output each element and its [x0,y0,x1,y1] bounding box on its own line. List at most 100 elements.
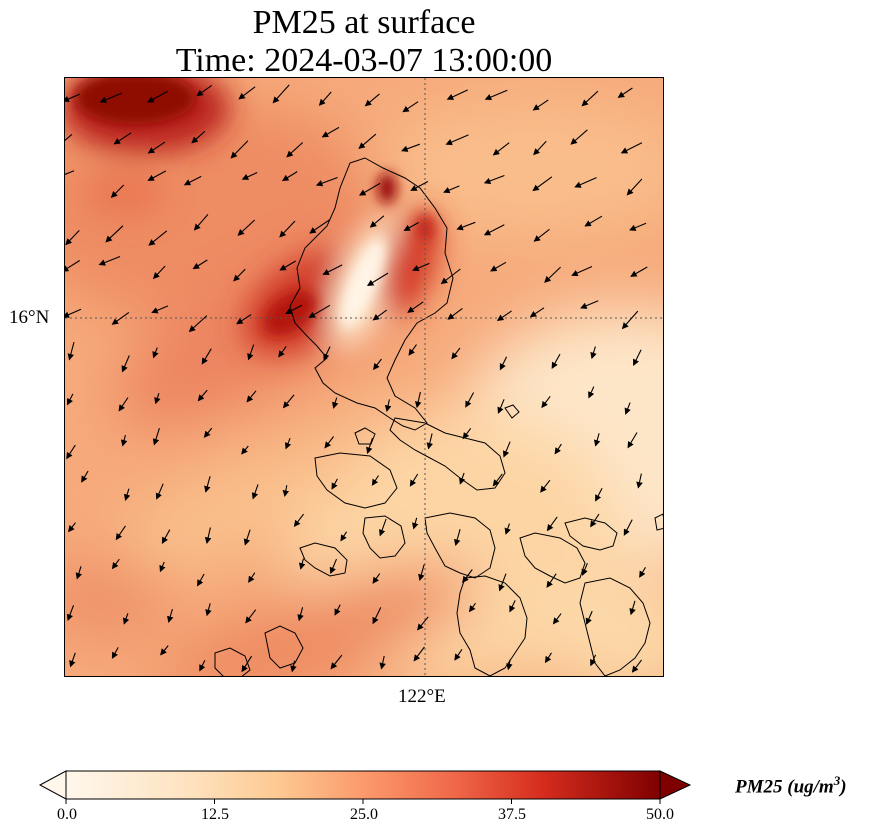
wind-vectors [65,84,648,673]
wind-arrow [546,516,558,532]
wind-arrow [340,531,348,542]
wind-arrow [155,483,164,500]
wind-arrow [440,268,461,285]
wind-arrow [624,402,631,415]
wind-arrow [111,558,120,570]
colorbar-tick-label: 25.0 [350,806,378,823]
wind-arrow [152,428,160,446]
wind-arrow [373,358,382,371]
wind-arrow [379,655,386,670]
wind-arrow [286,142,304,158]
wind-arrow [65,260,80,272]
wind-arrow [417,616,429,631]
colorbar-label: PM25 (ug/m3) [735,773,847,798]
wind-arrow [366,437,374,454]
wind-arrow [372,309,388,321]
wind-arrow [66,393,74,406]
wind-arrow [633,349,642,366]
wind-arrow [639,567,646,578]
wind-arrow [502,441,511,458]
wind-arrow [113,132,132,145]
wind-arrow [236,314,252,325]
wind-arrow [413,646,425,662]
wind-arrow [197,389,208,402]
colorbar-tick-label: 50.0 [646,806,674,823]
wind-arrow [462,569,473,583]
wind-arrow [298,558,306,570]
wind-arrow [617,87,633,98]
wind-arrow [248,572,256,583]
wind-arrow [334,604,341,616]
wind-arrow [332,397,339,409]
wind-arrow [159,561,166,573]
wind-arrow [410,181,429,191]
wind-arrow [278,346,287,358]
wind-arrow [462,427,472,440]
wind-arrow [279,260,296,271]
wind-arrow [595,487,603,502]
graticule [65,78,663,676]
wind-arrow [636,473,643,489]
wind-arrow [590,513,600,528]
wind-arrow [204,476,211,493]
pm25-field [65,78,663,676]
colorbar-label-suffix: ) [840,776,847,798]
wind-arrow [533,228,550,242]
wind-arrow [98,255,121,266]
wind-arrow [533,140,547,156]
wind-arrow [118,397,129,412]
wind-arrow [285,304,303,315]
wind-arrow [629,600,636,616]
wind-arrow [272,84,290,104]
wind-arrow [546,573,557,588]
wind-arrow [203,427,213,438]
wind-arrow [588,386,595,399]
wind-arrow [282,394,295,409]
wind-arrow [183,175,202,186]
wind-arrow [574,177,597,188]
wind-arrow [152,347,159,359]
wind-arrow [322,264,343,275]
wind-arrow [403,222,419,231]
wind-arrow [532,99,549,111]
wind-arrow [623,519,633,536]
wind-arrow [151,305,169,314]
wind-arrow [544,652,552,664]
wind-arrow [297,607,304,622]
wind-arrow [147,141,166,154]
wind-arrow [290,660,297,673]
wind-arrow [496,310,512,322]
wind-arrow [468,602,476,613]
wind-arrow [197,573,205,587]
coastlines [214,157,663,676]
wind-arrow [201,348,212,365]
wind-arrow [483,174,505,185]
wind-arrow [293,513,305,527]
wind-arrow [358,133,377,150]
wind-arrow [147,90,168,103]
wind-arrow [504,523,511,535]
wind-arrow [67,341,75,361]
wind-arrow [408,344,417,356]
wind-arrow [230,140,249,159]
wind-arrow [492,142,510,156]
wind-arrow [499,356,508,371]
map-panel [64,77,664,677]
wind-arrow [111,647,119,659]
wind-arrow [99,92,123,103]
wind-arrow [585,610,593,625]
colorbar-tick-label: 37.5 [498,806,526,823]
wind-arrow [453,529,461,547]
wind-arrow [483,224,505,236]
wind-arrow [447,307,463,320]
wind-arrow [498,573,507,592]
wind-arrow [65,170,75,178]
wind-arrow [243,529,251,546]
wind-arrow [506,659,513,671]
wind-arrow [65,133,73,142]
wind-arrow [540,479,551,493]
wind-arrow [369,215,385,228]
wind-arrow [330,654,343,670]
wind-arrow [331,478,338,490]
colorbar-gradient [65,770,661,800]
